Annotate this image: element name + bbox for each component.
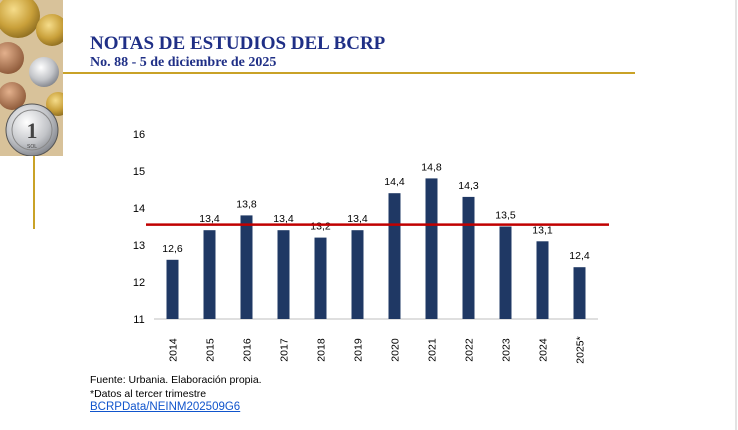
y-tick-label: 13	[133, 240, 145, 252]
x-tick-label: 2024	[538, 338, 550, 362]
value-label: 14,8	[421, 161, 442, 173]
bar-2022	[462, 196, 475, 319]
x-tick-label: 2017	[279, 338, 291, 362]
value-label: 13,4	[347, 213, 368, 225]
value-label: 13,4	[199, 213, 220, 225]
y-tick-label: 16	[133, 129, 145, 141]
x-tick-label: 2021	[427, 338, 439, 362]
page-edge	[735, 0, 737, 430]
x-tick-label: 2025*	[575, 336, 587, 363]
bar-2014	[166, 259, 179, 319]
x-tick-label: 2022	[464, 338, 476, 362]
bar-2025*	[573, 267, 586, 319]
x-tick-label: 2019	[353, 338, 365, 362]
coin-value: 1	[27, 118, 38, 143]
bar-2019	[351, 230, 364, 319]
x-tick-label: 2023	[501, 338, 513, 362]
bar-2020	[388, 193, 401, 319]
bar-2023	[499, 226, 512, 319]
value-label: 13,4	[273, 213, 294, 225]
y-tick-label: 11	[133, 314, 144, 326]
page-title: NOTAS DE ESTUDIOS DEL BCRP	[90, 33, 386, 54]
value-label: 12,4	[569, 250, 590, 262]
bar-2024	[536, 241, 549, 319]
x-tick-label: 2015	[205, 338, 217, 362]
y-tick-label: 14	[133, 203, 145, 215]
bar-2015	[203, 230, 216, 319]
value-label: 13,5	[495, 210, 516, 222]
source-note: Fuente: Urbania. Elaboración propia.	[90, 374, 262, 386]
x-tick-label: 2014	[168, 338, 180, 362]
bar-2016	[240, 215, 253, 319]
x-tick-label: 2018	[316, 338, 328, 362]
data-link[interactable]: BCRPData/NEINM202509G6	[90, 401, 241, 413]
value-label: 14,4	[384, 176, 405, 188]
y-tick-label: 12	[133, 277, 145, 289]
footnote: *Datos al tercer trimestre	[90, 388, 207, 400]
value-label: 12,6	[162, 243, 183, 255]
bar-2018	[314, 237, 327, 319]
value-label: 13,8	[236, 198, 257, 210]
x-tick-label: 2016	[242, 338, 254, 362]
x-tick-label: 2020	[390, 338, 402, 362]
bar-2017	[277, 230, 290, 319]
value-label: 13,2	[310, 221, 331, 233]
y-tick-label: 15	[133, 166, 145, 178]
value-label: 13,1	[532, 224, 553, 236]
coin-text: SOL	[27, 144, 37, 150]
gold-horizontal-rule	[63, 72, 635, 74]
gold-vertical-rule	[33, 156, 35, 229]
bar-2021	[425, 178, 438, 319]
coins-image: 1 SOL	[0, 0, 63, 156]
value-label: 14,3	[458, 180, 479, 192]
page-subtitle: No. 88 - 5 de diciembre de 2025	[90, 55, 277, 70]
